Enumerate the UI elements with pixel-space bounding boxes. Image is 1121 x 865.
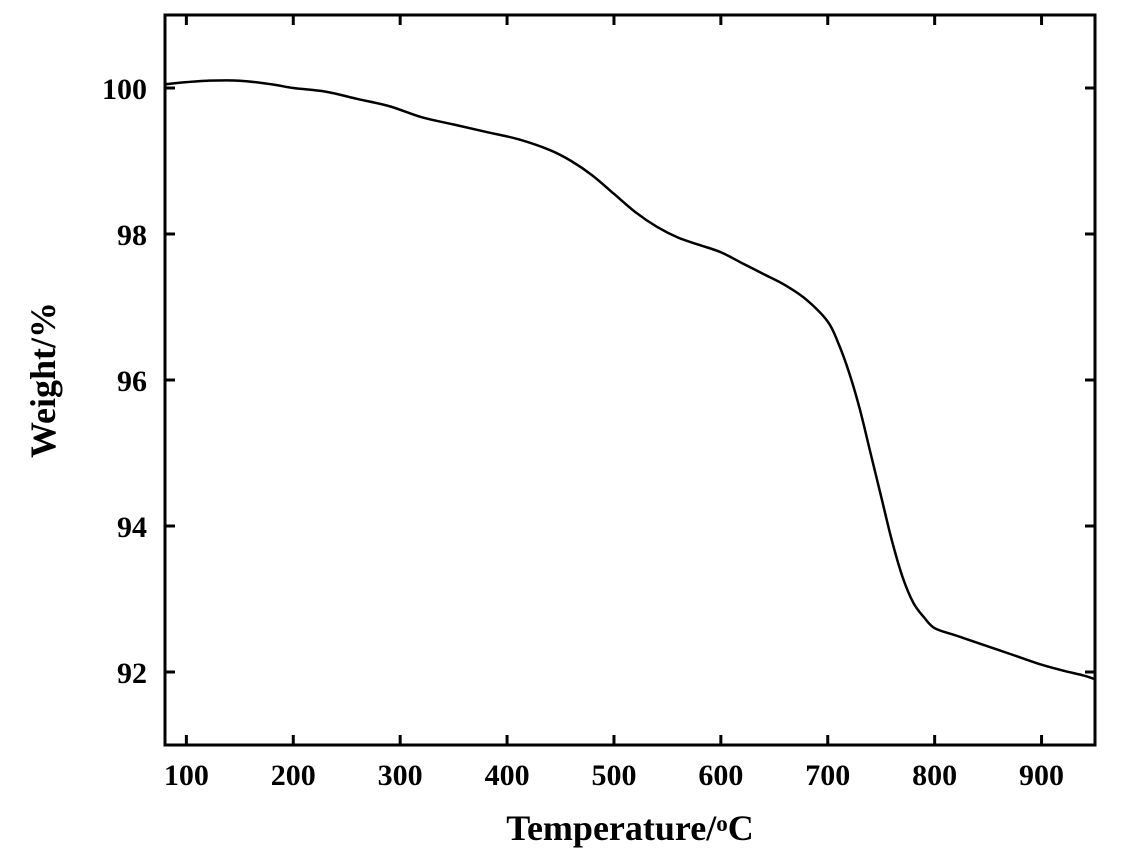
tga-chart: 10020030040050060070080090092949698100Te…	[0, 0, 1121, 865]
x-tick-label: 800	[912, 759, 957, 792]
x-tick-label: 200	[271, 759, 316, 792]
chart-container: 10020030040050060070080090092949698100Te…	[0, 0, 1121, 865]
x-tick-label: 400	[485, 759, 530, 792]
x-tick-label: 100	[164, 759, 209, 792]
y-tick-label: 92	[117, 657, 147, 690]
y-axis-label: Weight/%	[23, 302, 63, 458]
x-tick-label: 900	[1019, 759, 1064, 792]
x-tick-label: 600	[698, 759, 743, 792]
x-tick-label: 700	[805, 759, 850, 792]
y-tick-label: 98	[117, 219, 147, 252]
y-tick-label: 94	[117, 511, 147, 544]
y-tick-label: 96	[117, 365, 147, 398]
y-tick-label: 100	[102, 73, 147, 106]
x-tick-label: 500	[591, 759, 636, 792]
x-tick-label: 300	[378, 759, 423, 792]
